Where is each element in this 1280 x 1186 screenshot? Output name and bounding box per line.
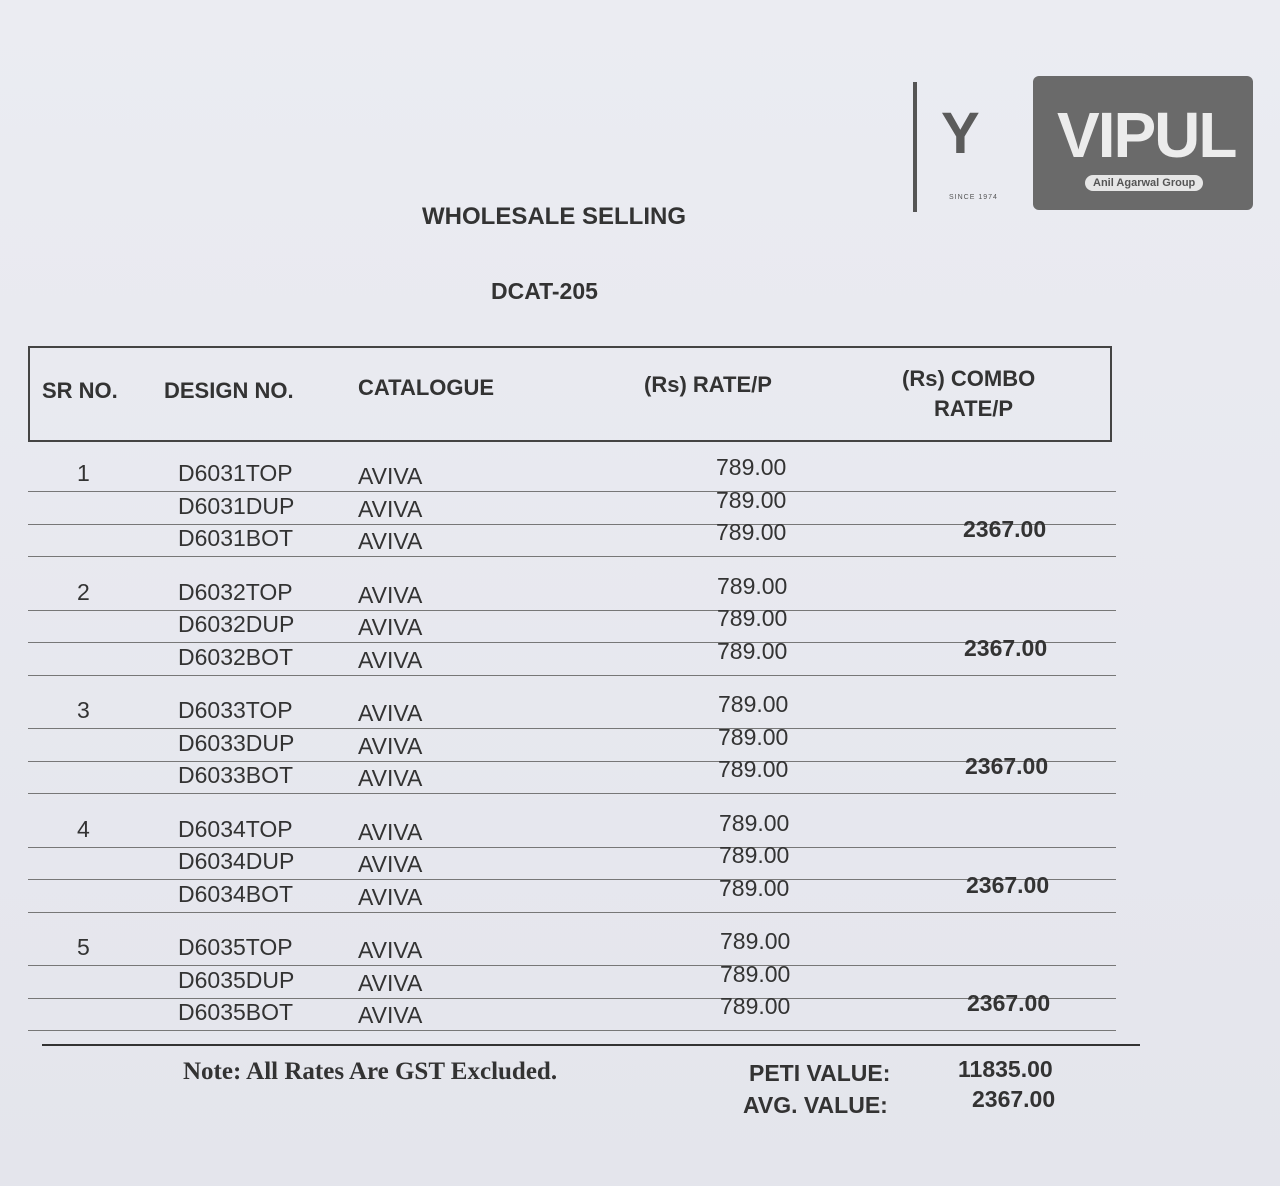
design-number: D6034DUP	[178, 848, 295, 874]
row-line	[28, 609, 1116, 611]
design-number: D6031BOT	[178, 525, 294, 551]
brand-group: Anil Agarwal Group	[1085, 175, 1204, 191]
catalogue-name: AVIVA	[358, 1002, 423, 1028]
rate-value: 789.00	[719, 842, 790, 868]
row-line	[28, 997, 1116, 999]
row-line	[28, 491, 1116, 492]
header-catalogue: CATALOGUE	[358, 375, 495, 400]
design-number: D6032TOP	[178, 578, 293, 605]
row-line	[28, 674, 1116, 676]
rate-value: 789.00	[720, 993, 791, 1019]
rate-value: 789.00	[717, 605, 788, 631]
catalogue-name: AVIVA	[358, 765, 423, 791]
catalogue-name: AVIVA	[358, 614, 423, 640]
design-number: D6035DUP	[178, 966, 295, 993]
rate-value: 789.00	[716, 454, 787, 480]
row-line	[28, 642, 1116, 643]
row-line	[28, 846, 1116, 848]
rate-value: 789.00	[720, 928, 791, 954]
design-number: D6033DUP	[178, 729, 295, 756]
design-number: D6035BOT	[178, 999, 294, 1025]
sr-number: 2	[77, 578, 90, 605]
header-sr: SR NO.	[42, 378, 118, 403]
design-number: D6033TOP	[178, 697, 293, 723]
row-line	[28, 793, 1116, 794]
catalogue-name: AVIVA	[358, 528, 423, 554]
combo-rate-value: 2367.00	[967, 990, 1051, 1016]
leaf-emblem-icon: Y SINCE 1974	[913, 82, 1029, 212]
peti-label: PETI VALUE:	[749, 1060, 891, 1086]
brand-box: VIPUL Anil Agarwal Group	[1033, 76, 1253, 210]
design-number: D6031TOP	[178, 460, 293, 486]
vipul-logo: Y SINCE 1974 VIPUL Anil Agarwal Group	[913, 76, 1253, 216]
row-line	[28, 728, 1116, 729]
catalogue-name: AVIVA	[358, 732, 423, 759]
design-number: D6033BOT	[178, 762, 294, 788]
catalogue-name: AVIVA	[358, 495, 423, 522]
since-text: SINCE 1974	[949, 194, 998, 201]
combo-rate-value: 2367.00	[966, 871, 1050, 898]
rate-value: 789.00	[718, 691, 789, 717]
rate-value: 789.00	[720, 960, 791, 987]
rate-value: 789.00	[718, 723, 789, 750]
catalogue-name: AVIVA	[358, 818, 423, 845]
row-line	[28, 1030, 1116, 1031]
peti-value: 11835.00	[958, 1056, 1053, 1082]
design-number: D6034BOT	[178, 880, 294, 907]
design-number: D6031DUP	[178, 492, 295, 519]
header-combo-1: (Rs) COMBO	[902, 366, 1036, 391]
row-line	[28, 879, 1116, 880]
catalogue-name: AVIVA	[358, 581, 423, 608]
design-number: D6032DUP	[178, 611, 295, 637]
rate-value: 789.00	[717, 572, 788, 599]
design-number: D6035TOP	[178, 934, 293, 960]
row-line	[28, 760, 1116, 762]
header-rate: (Rs) RATE/P	[644, 372, 772, 397]
catalogue-name: AVIVA	[358, 646, 423, 673]
catalogue-name: AVIVA	[358, 969, 423, 996]
row-line	[28, 911, 1116, 913]
sr-number: 3	[77, 697, 90, 723]
combo-rate-value: 2367.00	[965, 753, 1049, 779]
avg-value: 2367.00	[972, 1086, 1056, 1112]
combo-rate-value: 2367.00	[963, 516, 1047, 542]
sr-number: 1	[77, 460, 90, 486]
rate-value: 789.00	[719, 874, 790, 901]
rate-value: 789.00	[719, 809, 790, 836]
table-header: SR NO. DESIGN NO. CATALOGUE (Rs) RATE/P …	[28, 346, 1112, 442]
row-line	[28, 523, 1116, 525]
rate-value: 789.00	[718, 756, 789, 782]
row-line	[28, 965, 1116, 966]
document-title: WHOLESALE SELLING	[422, 203, 686, 230]
combo-rate-value: 2367.00	[964, 634, 1048, 661]
design-number: D6034TOP	[178, 815, 293, 842]
catalogue-name: AVIVA	[358, 463, 423, 489]
brand-name: VIPUL	[1057, 99, 1237, 171]
row-line	[28, 556, 1116, 557]
catalogue-name: AVIVA	[358, 700, 423, 726]
catalogue-name: AVIVA	[358, 851, 423, 877]
sr-number: 5	[77, 934, 90, 960]
catalog-code: DCAT-205	[491, 278, 598, 304]
rate-value: 789.00	[716, 486, 787, 513]
sr-number: 4	[77, 815, 90, 842]
header-design: DESIGN NO.	[164, 378, 294, 403]
header-combo-2: RATE/P	[934, 396, 1014, 421]
catalogue-name: AVIVA	[358, 937, 423, 963]
design-number: D6032BOT	[178, 643, 294, 670]
avg-label: AVG. VALUE:	[743, 1092, 888, 1118]
rate-value: 789.00	[716, 519, 787, 545]
gst-note: Note: All Rates Are GST Excluded.	[183, 1058, 558, 1085]
divider	[42, 1044, 1140, 1046]
rate-value: 789.00	[717, 637, 788, 664]
emblem-glyph: Y	[941, 101, 980, 166]
catalogue-name: AVIVA	[358, 883, 423, 910]
